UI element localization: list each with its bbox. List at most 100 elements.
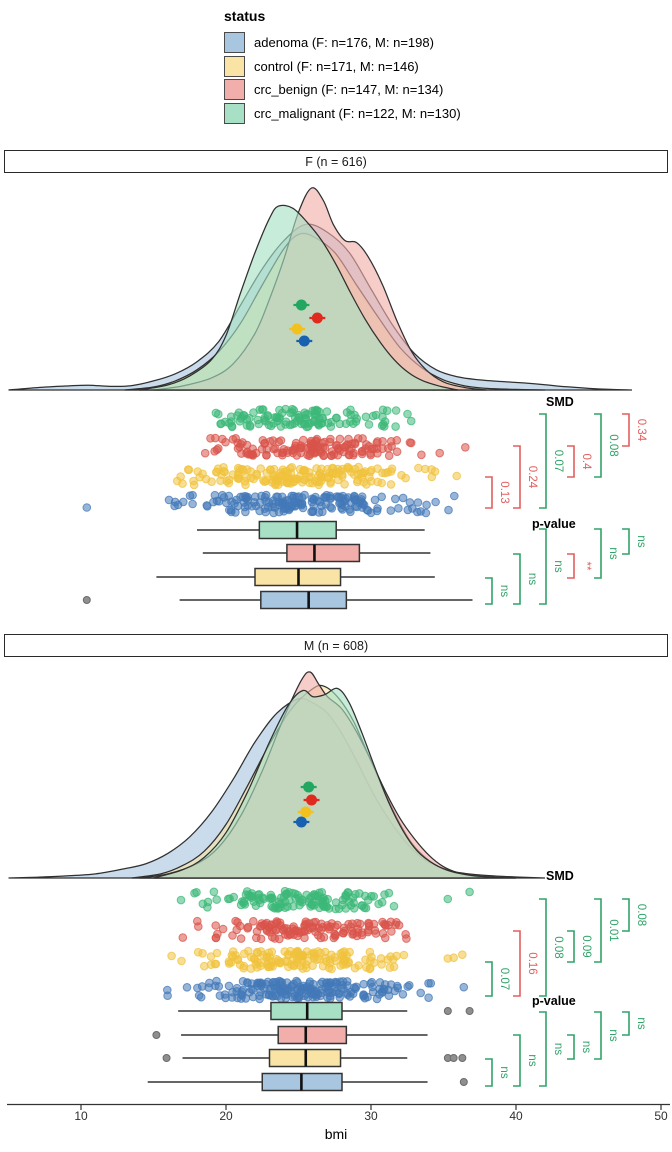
data-point-crc_malignant [249,408,258,417]
data-point-crc_benign [271,919,281,929]
mean-point-crc_malignant [303,781,315,793]
data-point-adenoma [416,988,426,998]
data-point-control [302,963,311,973]
data-point-control [274,480,283,490]
data-point-control [228,952,238,962]
data-point-crc_malignant [349,898,359,908]
data-point-crc_benign [211,921,220,930]
scatter-points-control-M [167,946,467,974]
data-point-crc_benign [286,930,295,939]
data-point-control [264,962,273,972]
data-point-adenoma [230,499,239,508]
boxplot-outlier [458,1054,467,1062]
data-point-adenoma [290,991,299,1001]
smd-bracket-crc_malignant-control [594,413,602,478]
data-point-crc_benign [401,930,410,939]
pvalues-brackets-F: ns ns ns ** ns ns [485,528,647,605]
data-point-crc_malignant [287,420,297,429]
data-point-adenoma [268,991,277,1001]
data-point-crc_malignant [289,406,299,415]
data-point-crc_benign [461,443,470,452]
pvalues-label-crc_malignant-control: ns [607,1029,619,1041]
pvalues-bracket-crc_malignant-adenoma [539,528,547,605]
data-point-control [294,954,304,964]
data-point-crc_benign [327,451,336,461]
legend-label-control: control (F: n=171, M: n=146) [254,58,419,74]
data-point-control [267,947,277,957]
data-point-crc_benign [200,448,210,458]
pvalues-label-crc_benign-control: ** [580,562,592,571]
data-point-control [210,959,220,969]
data-point-crc_benign [262,445,272,454]
data-point-crc_benign [435,448,445,458]
data-point-control [247,952,256,962]
pvalues-bracket-crc_benign-control [567,553,575,579]
data-point-adenoma [287,502,296,512]
data-point-adenoma [422,500,431,510]
data-point-adenoma [426,979,436,988]
legend: status adenoma (F: n=176, M: n=198) cont… [224,8,461,125]
data-point-crc_benign [366,449,375,458]
data-point-crc_benign [278,925,288,934]
data-point-crc_benign [381,933,390,943]
data-point-control [266,465,275,475]
data-point-control [359,468,368,478]
facet-strip-m-title: M (n = 608) [303,638,369,653]
data-point-adenoma [173,500,183,510]
smd-bracket-crc_malignant-adenoma [539,898,547,997]
data-point-crc_benign [332,441,342,450]
data-point-crc_malignant [224,894,233,904]
legend-item-crc-malignant: crc_malignant (F: n=122, M: n=130) [224,102,461,126]
data-point-adenoma [372,994,382,1004]
data-point-crc_malignant [212,895,221,904]
data-point-crc_malignant [209,887,219,897]
scatter-points-crc_benign-M [178,916,411,944]
legend-label-crc-malignant: crc_malignant (F: n=122, M: n=130) [254,105,461,121]
data-point-adenoma [316,979,325,989]
data-point-crc_malignant [310,409,320,418]
smd-label-crc_malignant-adenoma: 0.07 [552,450,564,472]
data-point-control [241,480,250,490]
data-point-adenoma [253,979,263,988]
mean-markers-F [289,299,326,347]
data-point-adenoma [338,977,348,986]
data-point-crc_malignant [382,406,392,416]
boxplot-control-M [162,1048,467,1068]
data-point-crc_malignant [265,894,275,903]
smd-label-crc_malignant-crc_benign: 0.34 [635,419,647,442]
data-point-crc_benign [344,919,353,929]
data-point-adenoma [373,504,382,513]
smd-label-crc_benign-control: 0.4 [580,454,592,471]
data-point-adenoma [431,497,440,507]
data-point-control [317,464,326,474]
scatter-points-adenoma-F [82,490,459,518]
data-point-control [256,464,266,473]
data-point-control [378,468,387,478]
data-point-crc_malignant [374,899,383,909]
data-point-crc_benign [384,920,393,930]
pvalues-bracket-crc_malignant-crc_benign [622,1011,630,1036]
data-point-control [295,464,305,474]
data-point-crc_malignant [406,416,416,426]
data-point-crc_malignant [307,900,316,909]
data-point-adenoma [228,988,237,997]
data-point-control [367,465,376,475]
density-area-F [8,187,633,391]
data-point-adenoma [309,979,318,989]
data-point-adenoma [245,988,254,997]
data-point-crc_malignant [281,404,290,414]
data-point-crc_benign [257,921,266,931]
data-point-adenoma [316,991,325,1001]
data-point-control [239,963,248,973]
scatter-points-crc_benign-F [200,433,470,461]
data-point-crc_malignant [314,421,324,430]
data-point-control [167,951,176,961]
x-axis [7,1103,670,1110]
data-point-crc_malignant [236,414,246,423]
data-point-adenoma [243,978,252,987]
data-point-control [193,467,202,476]
data-point-adenoma [294,498,304,508]
data-point-crc_malignant [369,892,379,901]
box-iqr [286,543,361,563]
data-point-control [183,465,193,474]
